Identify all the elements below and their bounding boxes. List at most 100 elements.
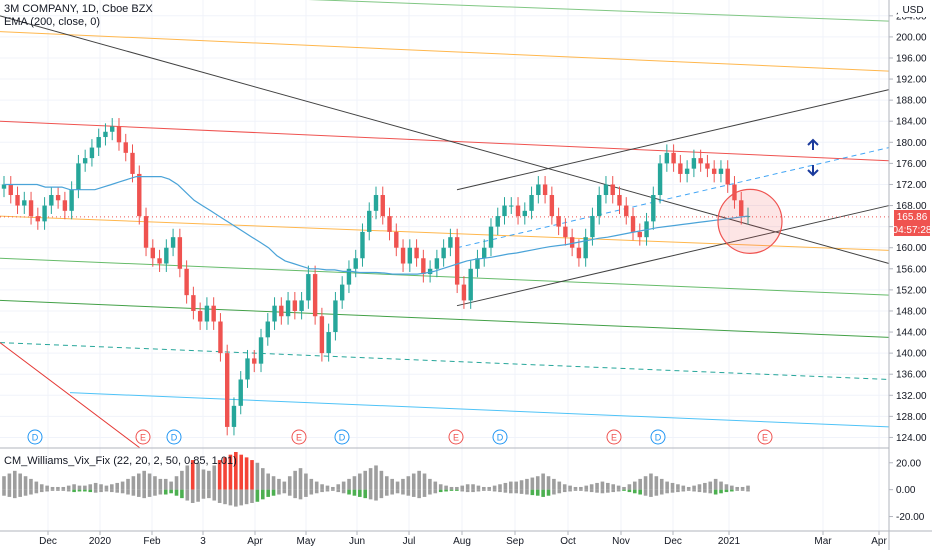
vix-bar xyxy=(374,465,378,490)
candle-body xyxy=(556,216,561,227)
candle-body xyxy=(475,258,480,269)
vix-bar-neg xyxy=(347,489,351,495)
candle-body xyxy=(272,305,277,322)
candles xyxy=(1,118,751,436)
candle-body xyxy=(400,247,406,264)
vix-bar xyxy=(638,478,642,490)
vix-bar xyxy=(77,485,82,490)
candle-body xyxy=(130,152,135,174)
vix-bar-neg xyxy=(120,489,125,494)
vix-bar-neg xyxy=(638,489,642,495)
vix-bar xyxy=(530,477,535,490)
vix-bar-neg xyxy=(703,489,707,493)
candle-body xyxy=(495,216,500,227)
candle-body xyxy=(306,274,311,301)
countdown-box xyxy=(894,223,930,236)
candle-body xyxy=(279,305,284,317)
vix-bar-neg xyxy=(589,489,594,493)
price-tick-label: 168.00 xyxy=(896,201,927,212)
vix-bar-neg xyxy=(29,489,33,495)
vix-bar-neg xyxy=(223,489,227,505)
time-axis[interactable]: Dec 2020 Feb 3 Apr May Jun Jul Aug Sep Oct Nov Dec 20… xyxy=(39,531,887,547)
candle-body xyxy=(678,163,683,174)
vix-bar xyxy=(115,482,120,490)
vix-bar-neg xyxy=(66,489,71,492)
vix-bar xyxy=(584,485,589,490)
event-badge xyxy=(492,429,508,445)
vix-bar-neg xyxy=(692,489,696,492)
candle-body xyxy=(590,216,595,238)
vix-bar xyxy=(498,484,502,490)
vix-bar xyxy=(390,478,394,490)
vix-bar xyxy=(681,485,686,490)
vix-bar xyxy=(201,469,206,490)
indicator-bars xyxy=(2,452,750,507)
vix-bar xyxy=(18,473,22,490)
trendline xyxy=(0,299,890,338)
vix-bar-neg xyxy=(632,489,637,494)
vix-bar xyxy=(465,484,470,490)
candle-body xyxy=(373,195,379,211)
vix-bar-neg xyxy=(131,489,136,496)
price-tick-label: 180.00 xyxy=(896,138,927,149)
vix-bar-neg xyxy=(546,489,551,496)
candle-body xyxy=(569,237,575,248)
price-tick-label: 140.00 xyxy=(896,349,927,360)
candle-body xyxy=(597,195,602,217)
candle-body xyxy=(482,247,487,259)
indicator-axis[interactable]: 20.00 0.00 -20.00 xyxy=(889,458,925,523)
event-badge xyxy=(757,429,773,445)
vix-bar-neg xyxy=(39,489,44,493)
event-badge-glyph: D xyxy=(171,433,178,443)
vix-bar xyxy=(562,484,567,490)
vix-bar xyxy=(482,486,486,490)
vix-bar xyxy=(190,460,195,490)
time-tick-label: Feb xyxy=(143,536,161,547)
vix-bar-neg xyxy=(110,489,114,493)
vix-bar-neg xyxy=(34,489,39,494)
vix-bar-neg xyxy=(260,489,265,500)
vix-bar-neg xyxy=(530,489,535,496)
vix-bar-neg xyxy=(395,489,400,494)
candle-body xyxy=(42,205,47,222)
vix-bar xyxy=(169,481,173,490)
vix-bar-neg xyxy=(579,489,583,491)
highlight-circle xyxy=(717,188,783,254)
vix-bar xyxy=(104,485,109,490)
vix-bar xyxy=(573,486,578,490)
vix-bar-neg xyxy=(390,489,394,495)
vix-bar-neg xyxy=(250,489,254,503)
vix-bar xyxy=(260,468,265,490)
vix-bar xyxy=(589,484,594,490)
time-tick-label: Mar xyxy=(814,536,832,547)
vix-bar-neg xyxy=(719,489,723,494)
vix-bar xyxy=(244,457,249,490)
candle-body xyxy=(434,258,440,269)
vix-bar xyxy=(126,478,130,490)
price-tick-label: 184.00 xyxy=(896,117,927,128)
candle-body xyxy=(339,284,345,301)
vix-bar xyxy=(724,484,729,490)
vix-bar-neg xyxy=(552,489,556,495)
candle-body xyxy=(346,268,352,285)
vix-bar xyxy=(239,454,244,490)
vix-bar-neg xyxy=(50,489,55,491)
vix-bar-neg xyxy=(228,489,233,506)
vix-bar-neg xyxy=(460,489,465,492)
vix-bar-neg xyxy=(525,489,529,495)
candle-body xyxy=(691,158,697,169)
candle-body xyxy=(89,147,95,159)
price-tick-label: 176.00 xyxy=(896,159,927,170)
trendline xyxy=(456,147,890,249)
vix-bar xyxy=(460,485,465,490)
time-tick-label: Nov xyxy=(612,536,630,547)
vix-bar xyxy=(676,484,680,490)
vix-bar xyxy=(525,478,529,490)
vix-bar xyxy=(692,485,696,490)
vix-bar-neg xyxy=(535,489,540,496)
vix-bar xyxy=(287,476,292,490)
vix-bar xyxy=(271,476,276,490)
candle-body xyxy=(617,195,622,206)
vix-bar xyxy=(384,476,389,490)
